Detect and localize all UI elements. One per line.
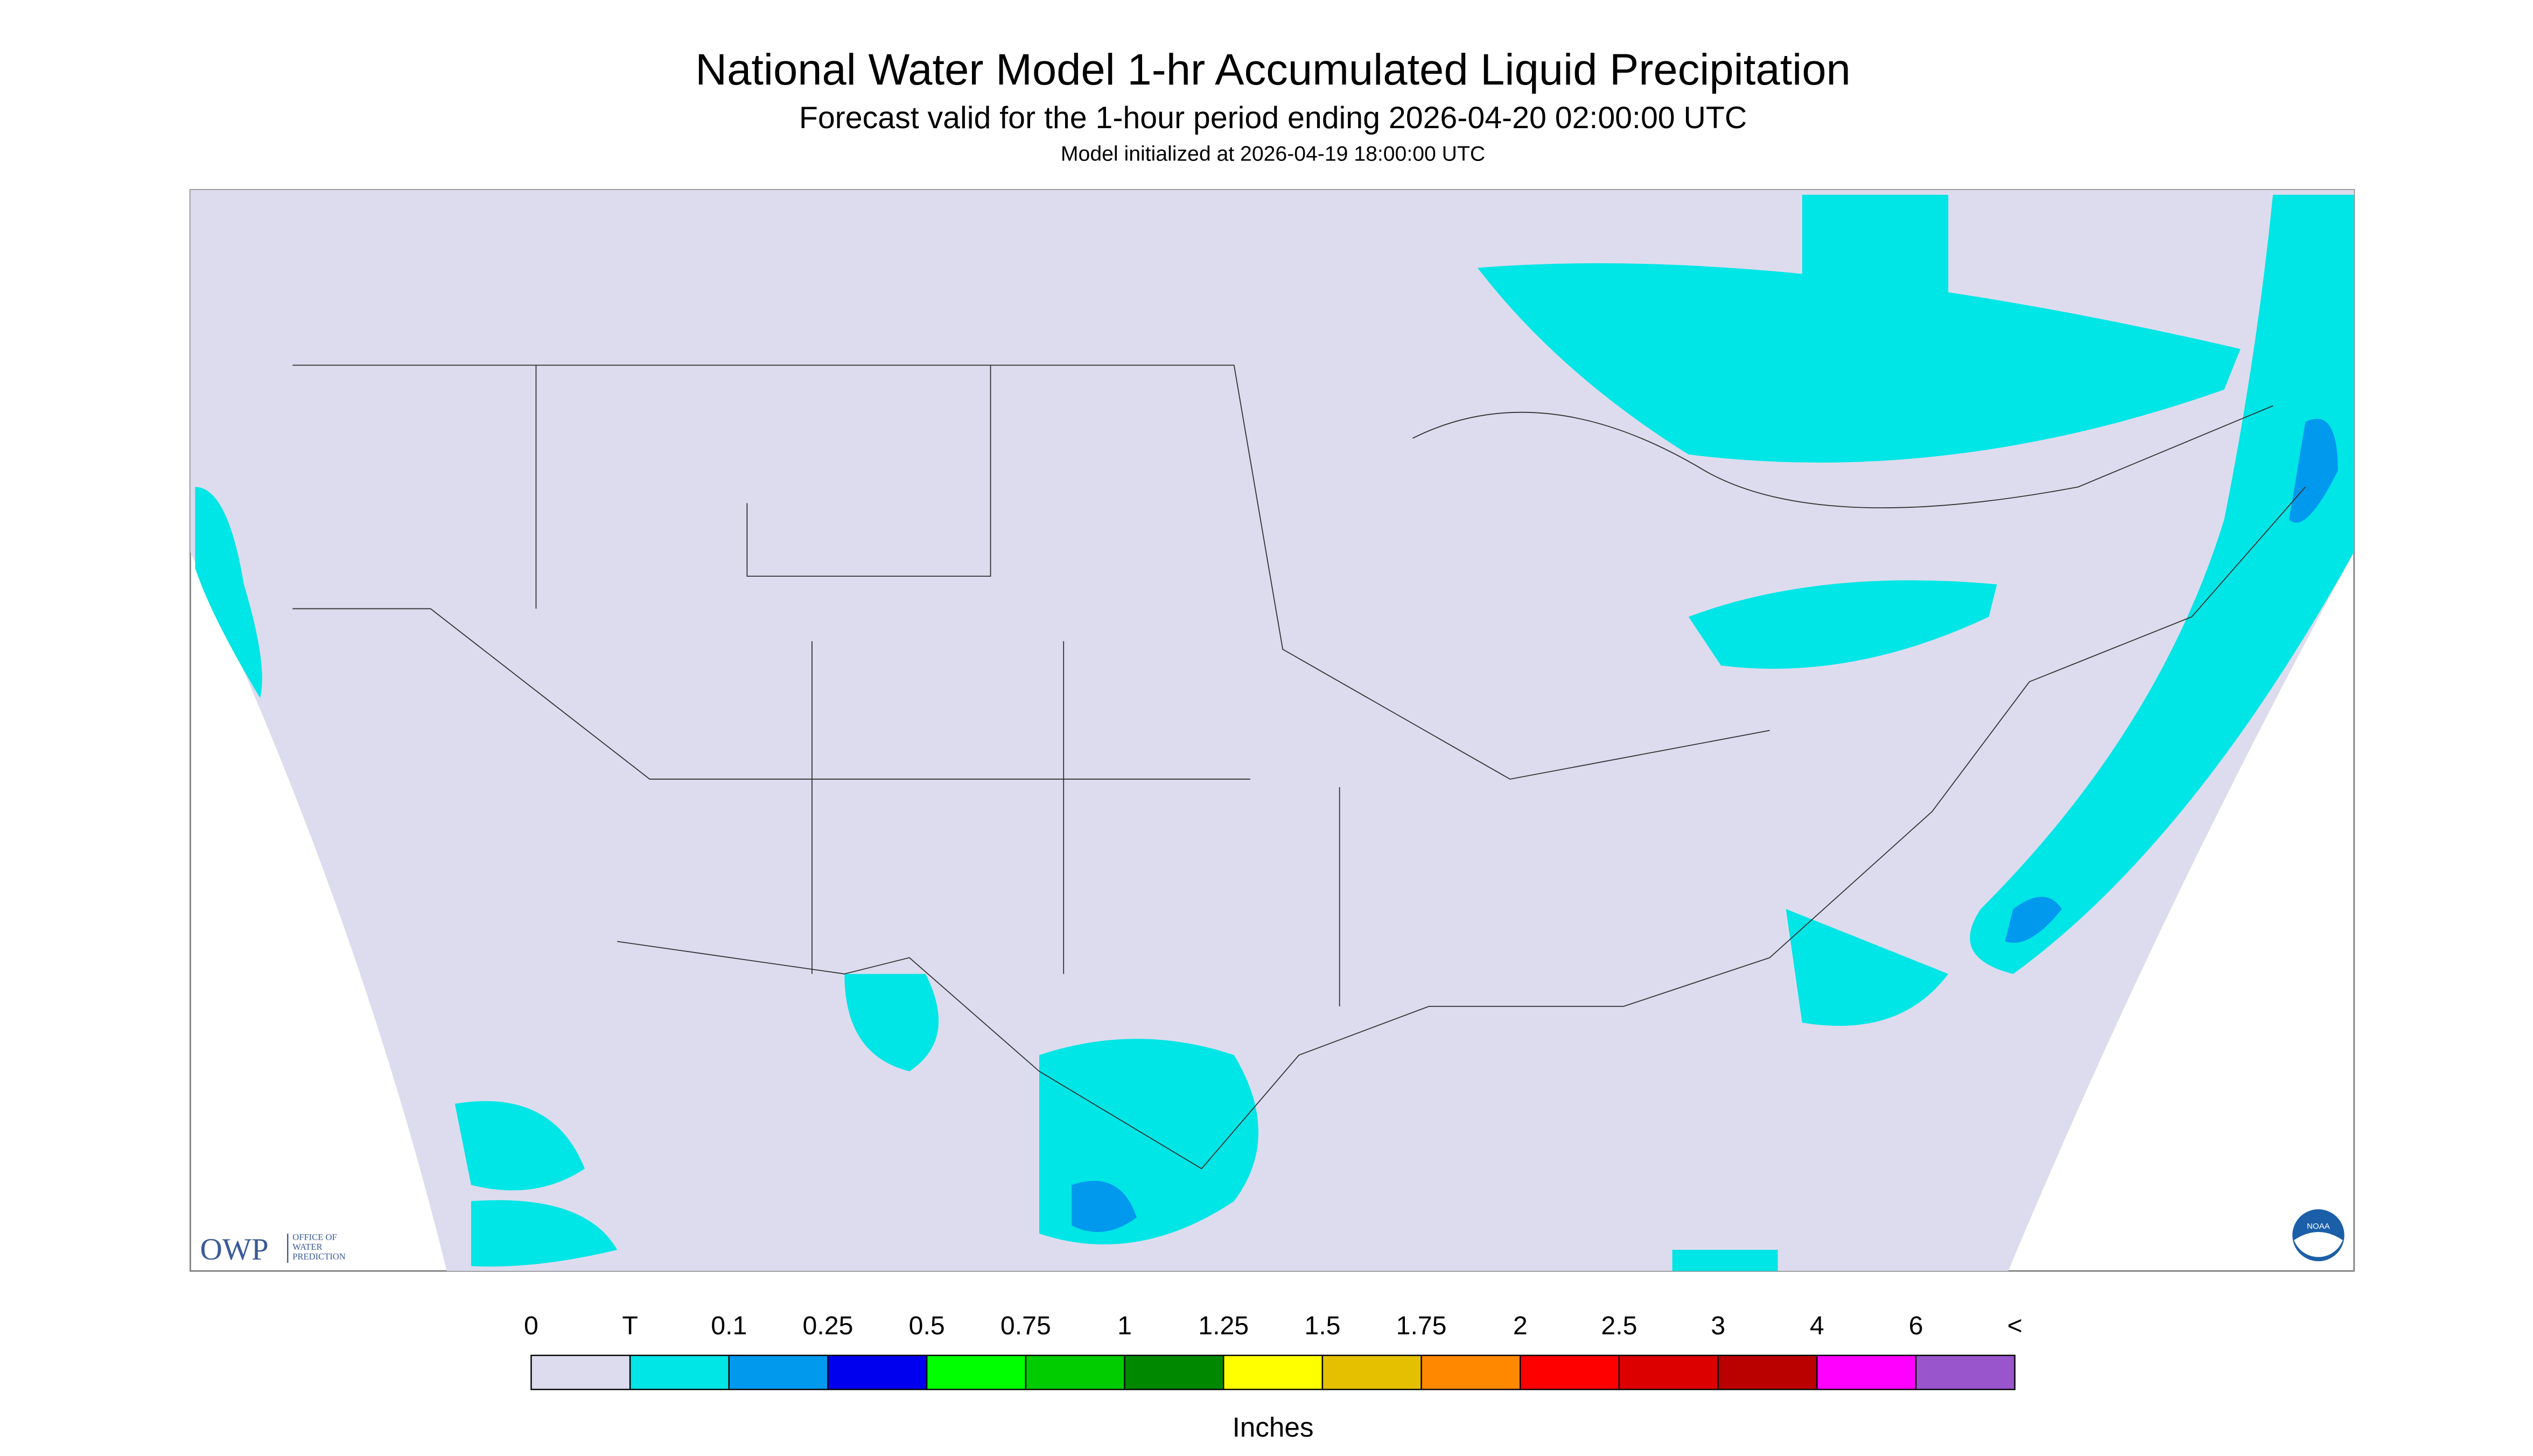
legend-swatch (1717, 1354, 1818, 1390)
legend-label: 0.5 (909, 1311, 945, 1340)
precip-areas (195, 194, 2354, 1271)
precip-heavier (1072, 418, 2338, 1232)
legend-swatch (1618, 1354, 1719, 1390)
legend-swatch (1124, 1354, 1224, 1390)
legend-label: 1 (1117, 1311, 1132, 1340)
legend-label: 2 (1513, 1311, 1528, 1340)
legend-swatch (530, 1354, 631, 1390)
legend-swatch (926, 1354, 1027, 1390)
legend-label: 1.75 (1396, 1311, 1447, 1340)
noaa-wave (2294, 1232, 2343, 1257)
owp-logo: OWP OFFICE OF WATER PREDICTION (200, 1232, 345, 1266)
map: OWP OFFICE OF WATER PREDICTION NOAA (189, 189, 2355, 1272)
legend-label: 0.75 (1000, 1311, 1051, 1340)
legend-label: 1.5 (1304, 1311, 1340, 1340)
owp-line: PREDICTION (292, 1251, 345, 1262)
owp-text: OWP (200, 1233, 268, 1266)
legend-label: 4 (1810, 1311, 1824, 1340)
legend-swatch (1025, 1354, 1125, 1390)
subtitle: Forecast valid for the 1-hour period end… (799, 101, 1747, 135)
legend-swatch (1223, 1354, 1324, 1390)
legend-label: 0.25 (803, 1311, 853, 1340)
legend-label: 0.1 (711, 1311, 747, 1340)
legend-label: 2.5 (1601, 1311, 1637, 1340)
legend-label: 1.25 (1198, 1311, 1249, 1340)
owp-line: WATER (292, 1242, 323, 1252)
noaa-text: NOAA (2307, 1222, 2331, 1231)
legend-label: < (2007, 1311, 2023, 1340)
state-borders (292, 365, 2306, 1170)
legend-label: 6 (1909, 1311, 1923, 1340)
owp-line: OFFICE OF (292, 1232, 337, 1242)
legend: Inches 0 T 0.1 0.25 0.5 0.75 1 1.25 1.5 1.75 2 2.5 3… (524, 1311, 2023, 1443)
legend-label: T (622, 1311, 638, 1340)
legend-swatch (827, 1354, 928, 1390)
legend-units: Inches (1233, 1412, 1314, 1443)
legend-swatch (728, 1354, 829, 1390)
noaa-logo: NOAA (2292, 1209, 2345, 1262)
legend-label: 3 (1711, 1311, 1725, 1340)
legend-swatch (629, 1354, 730, 1390)
legend-label: 0 (524, 1311, 538, 1340)
legend-swatch (1915, 1354, 2016, 1390)
init-time: Model initialized at 2026-04-19 18:00:00… (1061, 142, 1485, 165)
legend-swatch (1321, 1354, 1422, 1390)
title: National Water Model 1-hr Accumulated Li… (695, 45, 1850, 94)
legend-swatch (1520, 1354, 1620, 1390)
legend-swatch (1421, 1354, 1521, 1390)
legend-swatch (1816, 1354, 1917, 1390)
